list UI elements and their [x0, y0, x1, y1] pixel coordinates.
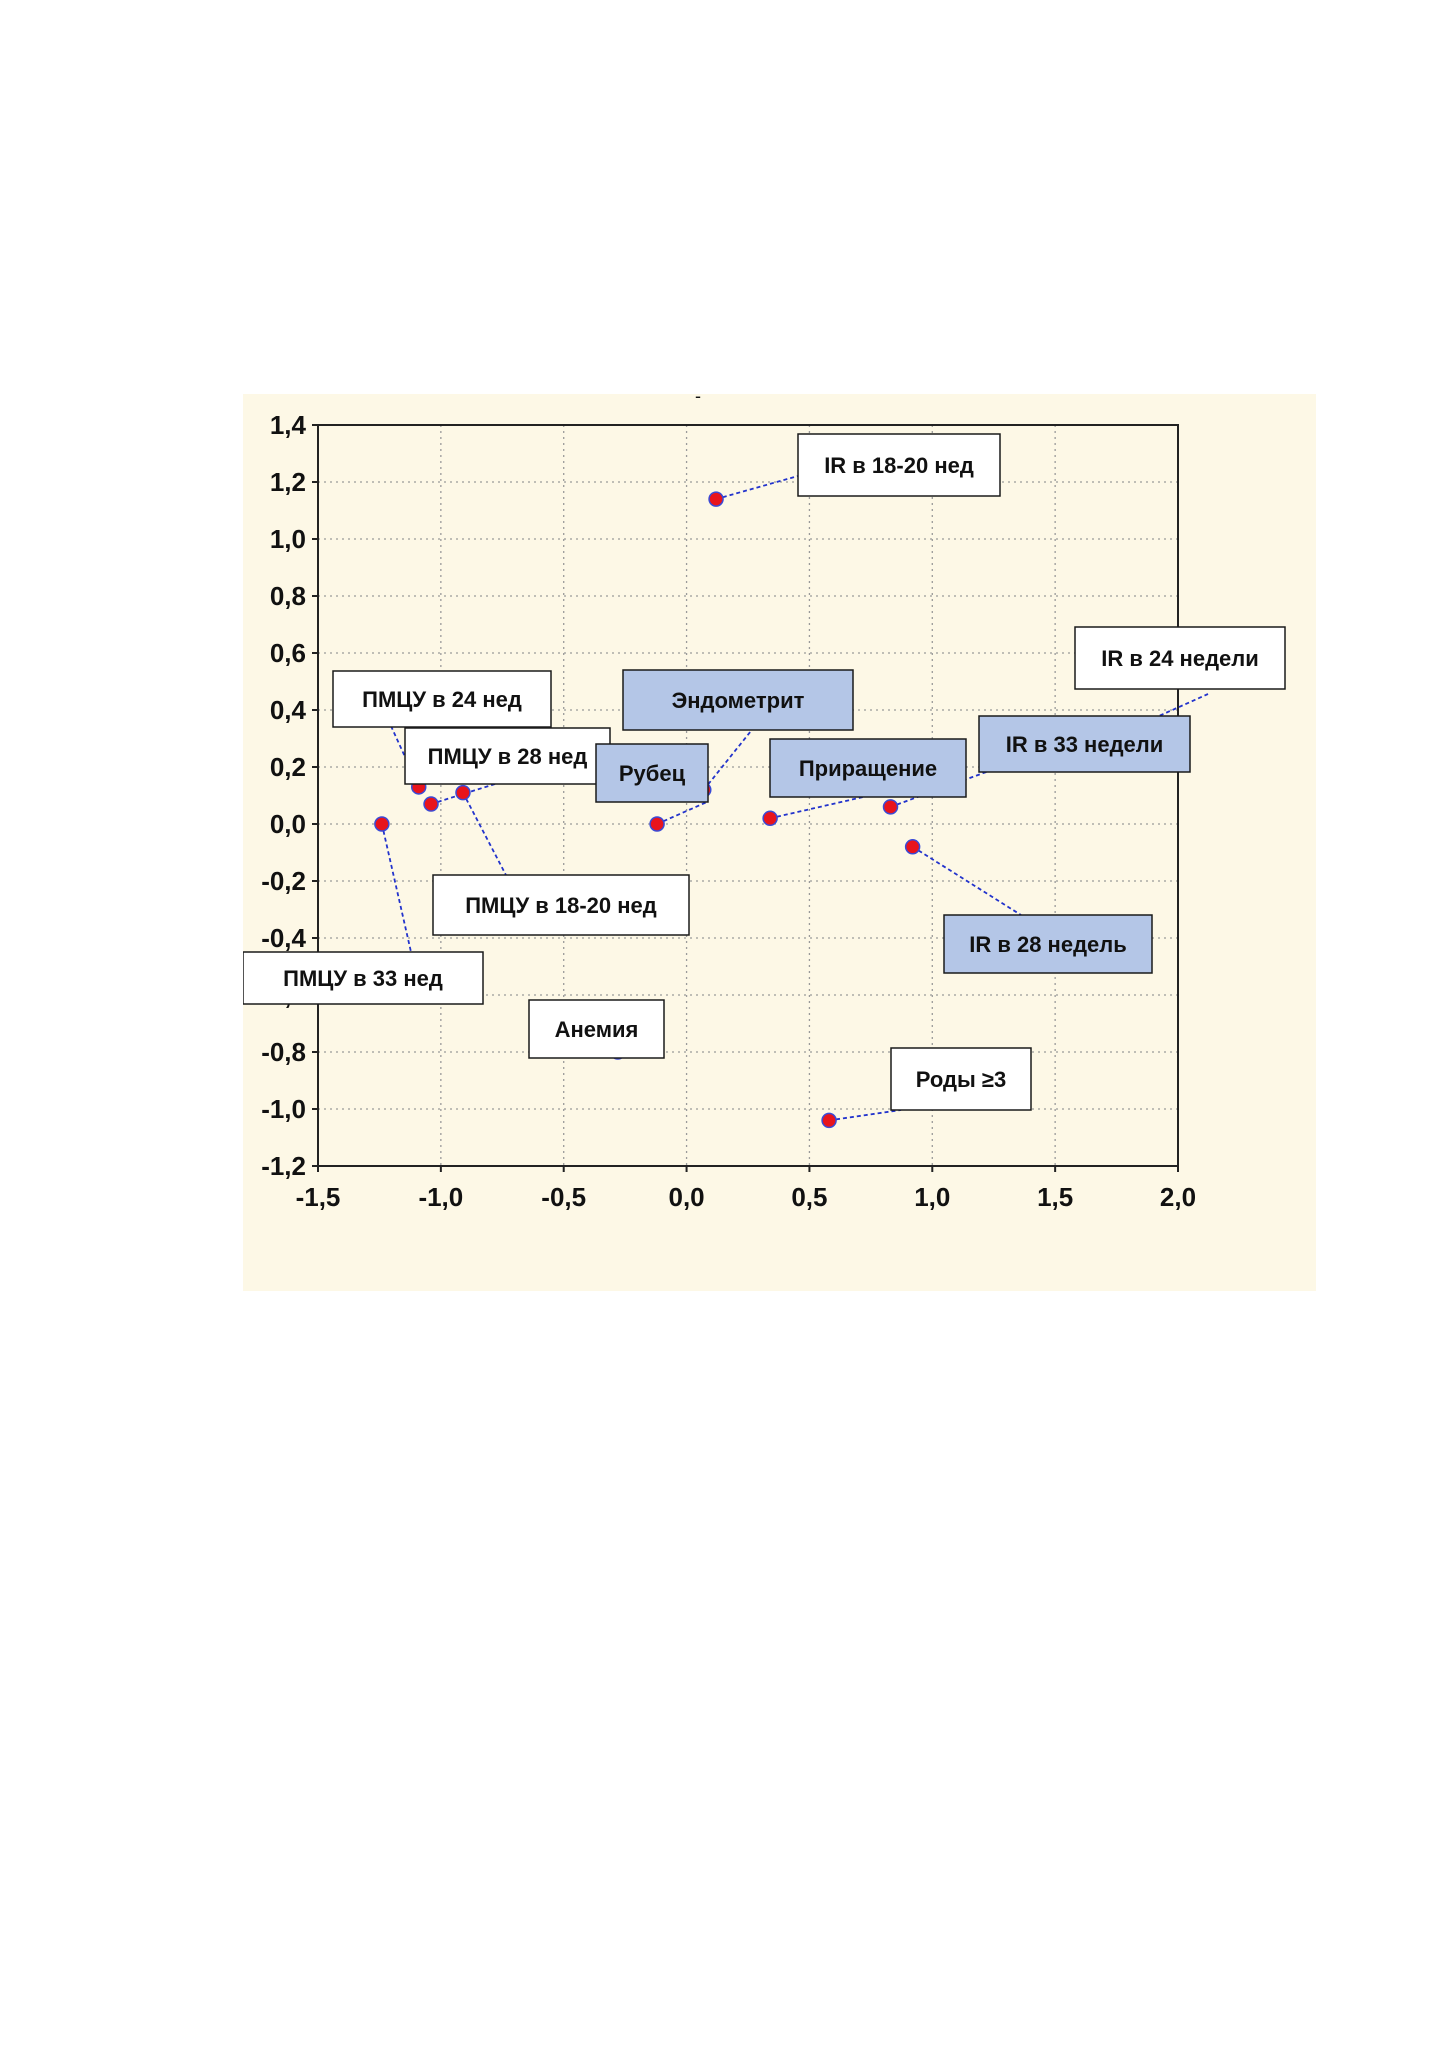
- data-point: [708, 491, 724, 507]
- plot-frame: [317, 424, 1179, 1167]
- leader-line: [462, 792, 509, 880]
- point-label: ПМЦУ в 33 нед: [283, 966, 443, 991]
- y-tick-label: 0,0: [270, 809, 306, 839]
- callout-box: [943, 914, 1153, 974]
- point-label: IR в 18-20 нед: [824, 453, 974, 478]
- point-label: Роды ≥3: [916, 1067, 1006, 1092]
- point-label: ПМЦУ в 24 нед: [362, 687, 522, 712]
- point-label: Приращение: [799, 756, 937, 781]
- y-tick-label: -1,2: [261, 1151, 306, 1181]
- data-point: [821, 1112, 837, 1129]
- point-label: IR в 33 недели: [1006, 732, 1164, 757]
- data-point: [374, 816, 390, 832]
- point-callouts: IR в 18-20 нед IR в 24 недели ПМЦУ в 24 не…: [243, 433, 1286, 1111]
- y-tick-label: -1,0: [261, 1094, 306, 1124]
- y-tick-label: 0,2: [270, 752, 306, 782]
- point-label: ПМЦУ в 28 нед: [428, 744, 588, 769]
- x-tick-label: 2,0: [1160, 1182, 1196, 1212]
- y-tick-label: 1,0: [270, 524, 306, 554]
- point-label: IR в 24 недели: [1101, 646, 1259, 671]
- y-axis: 1,41,21,00,80,60,40,20,0-0,2-0,4-0,6-0,8…: [261, 410, 318, 1181]
- x-tick-label: -1,5: [296, 1182, 341, 1212]
- callout-box: [432, 874, 690, 936]
- leader-lines: [381, 475, 1209, 1122]
- callout-box: [528, 999, 665, 1059]
- leader-line: [656, 801, 708, 825]
- x-tick-label: 0,0: [668, 1182, 704, 1212]
- chart-title: -: [695, 394, 701, 406]
- x-axis: -1,5 -1,0 -0,5 0,0 0,5 1,0 1,5 2,0: [296, 1166, 1196, 1212]
- y-tick-label: -0,2: [261, 866, 306, 896]
- leader-line: [912, 846, 1022, 916]
- x-tick-label: -1,0: [418, 1182, 463, 1212]
- data-point: [904, 839, 921, 855]
- y-tick-label: -0,8: [261, 1037, 306, 1067]
- data-point: [423, 796, 439, 812]
- data-point: [649, 816, 665, 832]
- callout-box: [332, 670, 552, 728]
- data-point: [882, 799, 899, 815]
- y-tick-label: 0,4: [270, 695, 307, 725]
- y-tick-label: 0,8: [270, 581, 306, 611]
- callout-box: [769, 738, 967, 798]
- x-tick-label: -0,5: [541, 1182, 586, 1212]
- x-tick-label: 1,5: [1037, 1182, 1073, 1212]
- point-label: ПМЦУ в 18-20 нед: [465, 893, 657, 918]
- scatter-plot: - -1,5 -1,0 -0,5 0,0 0,5 1,0 1,5 2,0 1,4 1,2 1,0 0…: [243, 394, 1286, 1212]
- x-tick-label: 1,0: [914, 1182, 950, 1212]
- x-tick-label: 0,5: [791, 1182, 827, 1212]
- callout-box: [595, 743, 709, 803]
- callout-box: [1074, 626, 1286, 690]
- point-label: Рубец: [619, 761, 686, 786]
- leader-line: [703, 730, 752, 791]
- data-point: [455, 784, 471, 801]
- y-tick-label: 0,6: [270, 638, 306, 668]
- callout-box: [622, 669, 854, 731]
- y-tick-label: 1,4: [270, 410, 307, 440]
- data-points: [374, 491, 1130, 1129]
- y-tick-label: 1,2: [270, 467, 306, 497]
- grid-lines: [318, 425, 1178, 1166]
- point-label: Эндометрит: [672, 688, 805, 713]
- callout-box: [243, 951, 484, 1005]
- leader-line: [828, 1109, 902, 1122]
- callout-box: [797, 433, 1001, 497]
- point-label: IR в 28 недель: [969, 932, 1127, 957]
- leader-line: [715, 475, 799, 500]
- data-point: [762, 810, 778, 827]
- callout-box: [890, 1047, 1032, 1111]
- leader-line: [769, 796, 864, 820]
- callout-box: [404, 727, 611, 785]
- chart-panel: - -1,5 -1,0 -0,5 0,0 0,5 1,0 1,5 2,0 1,4 1,2 1,0 0…: [243, 394, 1316, 1291]
- leader-line: [381, 823, 412, 953]
- callout-box: [978, 715, 1191, 773]
- point-label: Анемия: [555, 1017, 639, 1042]
- y-tick-label: -0,4: [261, 923, 306, 953]
